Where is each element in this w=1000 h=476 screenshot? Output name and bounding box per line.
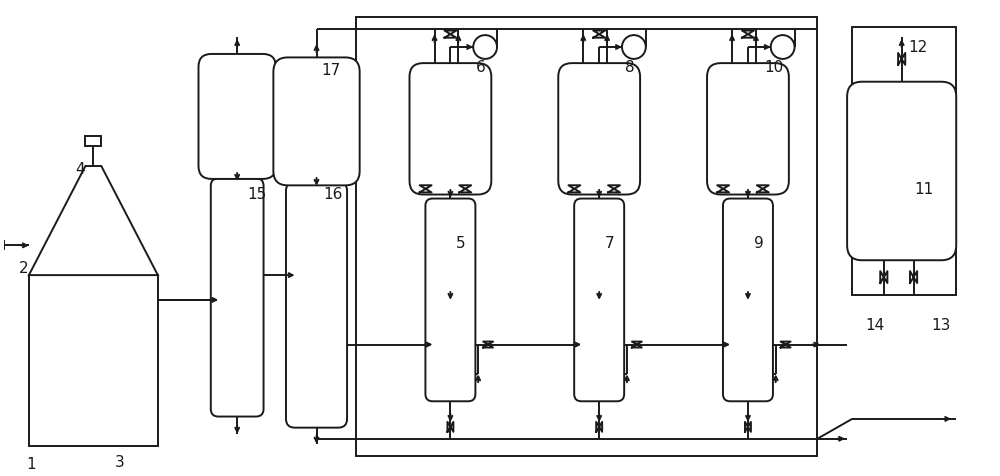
FancyBboxPatch shape <box>409 64 491 195</box>
FancyBboxPatch shape <box>198 55 276 179</box>
Text: 4: 4 <box>76 162 85 177</box>
Text: 3: 3 <box>115 454 125 469</box>
Text: 17: 17 <box>321 63 341 78</box>
Bar <box>356 18 817 456</box>
Text: 16: 16 <box>323 187 343 201</box>
Text: 15: 15 <box>247 187 266 201</box>
Text: 2: 2 <box>19 261 29 276</box>
Bar <box>85 137 101 147</box>
Text: 13: 13 <box>931 317 951 332</box>
FancyBboxPatch shape <box>286 183 347 428</box>
Text: 9: 9 <box>754 236 764 251</box>
FancyBboxPatch shape <box>425 199 475 401</box>
Bar <box>29 276 158 446</box>
Text: 11: 11 <box>915 181 934 197</box>
FancyBboxPatch shape <box>558 64 640 195</box>
Text: 6: 6 <box>476 60 486 75</box>
FancyBboxPatch shape <box>574 199 624 401</box>
FancyBboxPatch shape <box>273 58 360 186</box>
Text: 1: 1 <box>26 456 36 471</box>
Text: 8: 8 <box>625 60 635 75</box>
Polygon shape <box>29 167 158 276</box>
Text: 7: 7 <box>605 236 615 251</box>
Text: 12: 12 <box>909 40 928 55</box>
FancyBboxPatch shape <box>723 199 773 401</box>
Text: 5: 5 <box>456 236 466 251</box>
FancyBboxPatch shape <box>707 64 789 195</box>
FancyBboxPatch shape <box>211 179 264 416</box>
Text: 10: 10 <box>764 60 783 75</box>
Bar <box>852 28 956 295</box>
FancyBboxPatch shape <box>847 82 956 261</box>
Text: 14: 14 <box>865 317 884 332</box>
